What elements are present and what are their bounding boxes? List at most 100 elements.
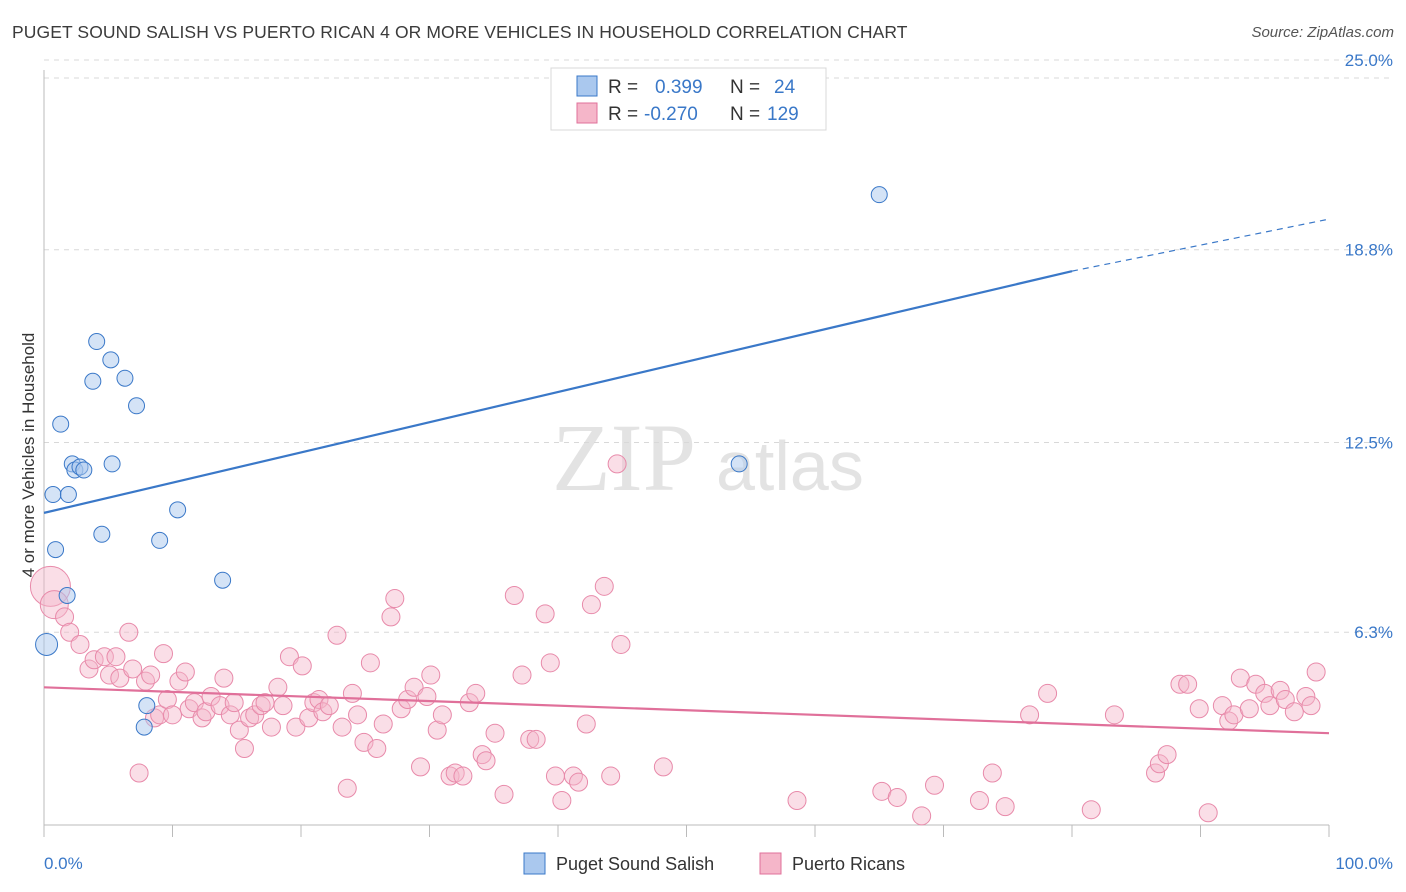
point-puerto-ricans xyxy=(100,665,120,685)
point-puerto-ricans xyxy=(129,763,149,783)
grid-lines xyxy=(44,59,1393,633)
point-puget-sound-salish xyxy=(138,697,156,715)
point-puerto-ricans xyxy=(1301,696,1321,716)
series-puget-sound-salish xyxy=(35,186,888,736)
bottom-legend-swatch-blue xyxy=(523,852,546,875)
point-puget-sound-salish xyxy=(135,718,153,736)
point-puerto-ricans xyxy=(373,714,393,734)
y-tick-labels: 6.3% 12.5% 18.8% 25.0% xyxy=(1345,51,1393,642)
x-tick-label-min: 0.0% xyxy=(44,854,83,873)
legend: R = 0.399 N = 24 R = -0.270 N = 129 xyxy=(550,67,827,131)
point-puerto-ricans xyxy=(466,683,486,703)
point-puerto-ricans xyxy=(154,644,174,664)
point-puget-sound-salish xyxy=(59,486,77,504)
point-puerto-ricans xyxy=(417,686,437,706)
point-puerto-ricans xyxy=(94,647,114,667)
point-puerto-ricans xyxy=(179,699,199,719)
x-tick-label-max: 100.0% xyxy=(1335,854,1393,873)
point-puerto-ricans xyxy=(1157,745,1177,765)
point-puerto-ricans xyxy=(432,705,452,725)
point-puerto-ricans xyxy=(157,690,177,710)
point-puerto-ricans xyxy=(79,659,99,679)
point-puget-sound-salish xyxy=(88,333,106,351)
point-puget-sound-salish xyxy=(730,455,748,473)
point-puerto-ricans xyxy=(887,787,907,807)
point-puerto-ricans xyxy=(1146,763,1166,783)
point-puerto-ricans xyxy=(995,797,1015,817)
point-puerto-ricans xyxy=(196,702,216,722)
point-puerto-ricans xyxy=(279,647,299,667)
legend-swatch-pink xyxy=(576,102,598,124)
point-puerto-ricans xyxy=(581,595,601,615)
source-label: Source: ZipAtlas.com xyxy=(1251,24,1394,41)
point-puerto-ricans xyxy=(175,662,195,682)
trend-line-puerto-ricans xyxy=(43,686,1330,735)
trend-lines xyxy=(43,218,1330,735)
point-puerto-ricans xyxy=(982,763,1002,783)
point-puerto-ricans xyxy=(653,757,673,777)
point-puget-sound-salish xyxy=(128,397,146,415)
point-puerto-ricans xyxy=(141,665,161,685)
point-puerto-ricans xyxy=(1104,705,1124,725)
bottom-legend: Puget Sound Salish Puerto Ricans xyxy=(523,852,905,875)
point-puerto-ricans xyxy=(360,653,380,673)
point-puerto-ricans xyxy=(1255,683,1275,703)
point-puerto-ricans xyxy=(969,791,989,811)
point-puerto-ricans xyxy=(476,751,496,771)
point-puerto-ricans xyxy=(1081,800,1101,820)
point-puerto-ricans xyxy=(552,791,572,811)
point-puerto-ricans xyxy=(268,677,288,697)
point-puget-sound-salish xyxy=(214,571,232,589)
y-axis-title: 4 or more Vehicles in Household xyxy=(19,333,38,578)
point-puget-sound-salish xyxy=(151,531,169,549)
point-puerto-ricans xyxy=(229,720,249,740)
point-puerto-ricans xyxy=(1284,702,1304,722)
bottom-legend-label-1: Puget Sound Salish xyxy=(556,854,714,874)
point-puerto-ricans xyxy=(332,717,352,737)
trend-line-puget-sound-salish xyxy=(43,270,1073,514)
point-puerto-ricans xyxy=(421,665,441,685)
point-puget-sound-salish xyxy=(75,461,93,479)
point-puerto-ricans xyxy=(1038,683,1058,703)
point-puerto-ricans xyxy=(337,778,357,798)
point-puerto-ricans xyxy=(224,693,244,713)
trend-extension-puget-sound-salish xyxy=(1071,218,1330,272)
point-puerto-ricans xyxy=(342,683,362,703)
point-puerto-ricans xyxy=(1198,803,1218,823)
point-puerto-ricans xyxy=(1239,699,1259,719)
point-puerto-ricans xyxy=(110,668,130,688)
point-puget-sound-salish xyxy=(116,369,134,387)
point-puget-sound-salish xyxy=(870,186,888,204)
point-puerto-ricans xyxy=(526,729,546,749)
legend-r-label-2: R = xyxy=(608,104,638,125)
point-puerto-ricans xyxy=(1170,674,1190,694)
point-puerto-ricans xyxy=(925,775,945,795)
point-puget-sound-salish xyxy=(44,486,62,504)
point-puerto-ricans xyxy=(286,717,306,737)
point-puerto-ricans xyxy=(787,791,807,811)
point-puerto-ricans xyxy=(261,717,281,737)
point-puerto-ricans xyxy=(1189,699,1209,719)
point-puerto-ricans xyxy=(569,772,589,792)
point-puerto-ricans xyxy=(273,696,293,716)
point-puerto-ricans xyxy=(1306,662,1326,682)
point-puerto-ricans xyxy=(1178,674,1198,694)
point-puerto-ricans xyxy=(192,708,212,728)
point-puget-sound-salish xyxy=(52,415,70,433)
point-puerto-ricans xyxy=(84,650,104,670)
legend-r-value-1: 0.399 xyxy=(655,77,703,98)
point-puerto-ricans xyxy=(251,696,271,716)
point-puerto-ricans xyxy=(453,766,473,786)
point-puerto-ricans xyxy=(540,653,560,673)
point-puget-sound-salish xyxy=(47,541,65,559)
point-puerto-ricans xyxy=(220,705,240,725)
axes xyxy=(43,70,1330,837)
point-puerto-ricans xyxy=(60,622,80,642)
point-puget-sound-salish xyxy=(84,372,102,390)
point-puerto-ricans xyxy=(381,607,401,627)
point-puerto-ricans xyxy=(535,604,555,624)
bottom-legend-label-2: Puerto Ricans xyxy=(792,854,905,874)
point-puerto-ricans xyxy=(367,739,387,758)
point-puerto-ricans xyxy=(106,647,126,667)
